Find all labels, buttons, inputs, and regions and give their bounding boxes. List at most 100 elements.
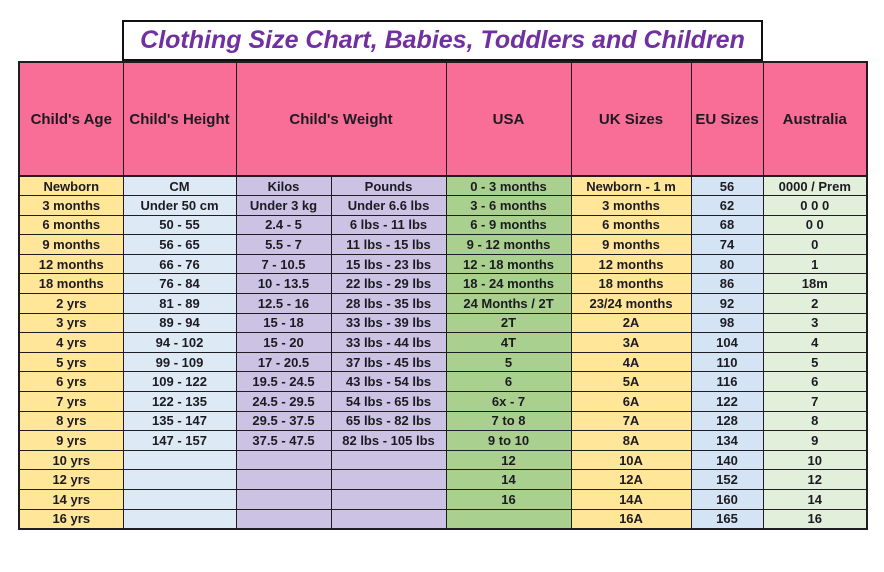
table-cell: 9 to 10 xyxy=(445,430,572,451)
table-cell: 8 yrs xyxy=(18,410,124,432)
table-cell xyxy=(330,469,447,490)
table-cell xyxy=(330,508,447,530)
table-cell: 4 xyxy=(762,332,868,353)
table-cell: Under 6.6 lbs xyxy=(330,195,447,216)
table-cell: 1 xyxy=(762,253,868,275)
table-cell: 12 months xyxy=(570,253,692,275)
table-cell xyxy=(445,508,572,530)
table-cell: 56 xyxy=(690,175,764,197)
table-cell: 6 yrs xyxy=(18,371,124,393)
table-cell: 0 0 xyxy=(762,214,868,236)
table-cell: Newborn - 1 m xyxy=(570,175,692,197)
table-cell: 5 xyxy=(762,351,868,373)
table-cell: 16A xyxy=(570,508,692,530)
table-cell: 122 xyxy=(690,391,764,412)
table-cell: 18 months xyxy=(570,273,692,295)
table-cell: 50 - 55 xyxy=(122,214,237,236)
table-header: Child's Age Child's Height Child's Weight U… xyxy=(18,61,868,177)
table-cell: 29.5 - 37.5 xyxy=(235,410,332,432)
table-cell: Under 50 cm xyxy=(122,195,237,216)
table-cell: 104 xyxy=(690,332,764,353)
table-cell: 33 lbs - 39 lbs xyxy=(330,312,447,334)
table-cell: 9 months xyxy=(18,234,124,255)
table-row: 12 yrs 14 12A 152 12 xyxy=(18,469,868,490)
table-cell xyxy=(122,508,237,530)
table-cell: 128 xyxy=(690,410,764,432)
table-cell: 0 xyxy=(762,234,868,255)
table-row: 16 yrs 16A 165 16 xyxy=(18,508,868,530)
table-cell: 7A xyxy=(570,410,692,432)
table-cell: 6 xyxy=(445,371,572,393)
table-cell: 74 xyxy=(690,234,764,255)
table-body: Newborn CM Kilos Pounds 0 - 3 months Newborn … xyxy=(18,175,868,530)
column-header-usa: USA xyxy=(445,61,572,177)
table-cell: 17 - 20.5 xyxy=(235,351,332,373)
table-cell: 6 xyxy=(762,371,868,393)
table-cell: 152 xyxy=(690,469,764,490)
table-cell: CM xyxy=(122,175,237,197)
table-row: 12 months 66 - 76 7 - 10.5 15 lbs - 23 lbs 1… xyxy=(18,253,868,275)
table-row: Newborn CM Kilos Pounds 0 - 3 months Newborn … xyxy=(18,175,868,197)
table-cell: Under 3 kg xyxy=(235,195,332,216)
table-cell: Newborn xyxy=(18,175,124,197)
table-cell: Pounds xyxy=(330,175,447,197)
table-cell xyxy=(235,489,332,510)
table-cell: 9 - 12 months xyxy=(445,234,572,255)
column-header-uk-sizes: UK Sizes xyxy=(570,61,692,177)
table-cell: 98 xyxy=(690,312,764,334)
table-cell: 12 xyxy=(445,449,572,471)
table-cell xyxy=(122,449,237,471)
table-cell: 43 lbs - 54 lbs xyxy=(330,371,447,393)
table-row: 18 months 76 - 84 10 - 13.5 22 lbs - 29 lbs… xyxy=(18,273,868,295)
table-cell: 3 - 6 months xyxy=(445,195,572,216)
table-cell: 82 lbs - 105 lbs xyxy=(330,430,447,451)
table-cell: 12A xyxy=(570,469,692,490)
table-cell: 10 - 13.5 xyxy=(235,273,332,295)
table-cell: 19.5 - 24.5 xyxy=(235,371,332,393)
table-cell: 18m xyxy=(762,273,868,295)
table-cell: 7 xyxy=(762,391,868,412)
table-row: 4 yrs 94 - 102 15 - 20 33 lbs - 44 lbs 4T 3A 1… xyxy=(18,332,868,353)
table-cell: 24.5 - 29.5 xyxy=(235,391,332,412)
column-header-child-s-age: Child's Age xyxy=(18,61,124,177)
table-cell: 76 - 84 xyxy=(122,273,237,295)
table-cell: 109 - 122 xyxy=(122,371,237,393)
table-cell xyxy=(235,469,332,490)
table-cell: 6 months xyxy=(570,214,692,236)
table-cell: 6A xyxy=(570,391,692,412)
table-cell: 2.4 - 5 xyxy=(235,214,332,236)
table-row: 2 yrs 81 - 89 12.5 - 16 28 lbs - 35 lbs 24 M… xyxy=(18,293,868,314)
table-cell: 0 - 3 months xyxy=(445,175,572,197)
table-row: 9 months 56 - 65 5.5 - 7 11 lbs - 15 lbs 9 -… xyxy=(18,234,868,255)
table-cell: 147 - 157 xyxy=(122,430,237,451)
table-cell: 12.5 - 16 xyxy=(235,293,332,314)
table-cell: 5A xyxy=(570,371,692,393)
chart-title-box: Clothing Size Chart, Babies, Toddlers an… xyxy=(122,20,763,61)
table-cell: 81 - 89 xyxy=(122,293,237,314)
table-cell: 15 lbs - 23 lbs xyxy=(330,253,447,275)
table-cell xyxy=(122,489,237,510)
table-cell: 92 xyxy=(690,293,764,314)
table-cell: 10A xyxy=(570,449,692,471)
table-cell: 7 - 10.5 xyxy=(235,253,332,275)
table-cell: 4 yrs xyxy=(18,332,124,353)
table-cell: 9 yrs xyxy=(18,430,124,451)
table-cell: 10 yrs xyxy=(18,449,124,471)
table-cell: 8 xyxy=(762,410,868,432)
table-cell: 2T xyxy=(445,312,572,334)
table-cell: 3 xyxy=(762,312,868,334)
table-cell: 11 lbs - 15 lbs xyxy=(330,234,447,255)
table-cell: 7 to 8 xyxy=(445,410,572,432)
table-cell: 116 xyxy=(690,371,764,393)
column-header-eu-sizes: EU Sizes xyxy=(690,61,764,177)
size-chart-table: Child's Age Child's Height Child's Weight U… xyxy=(18,61,869,530)
table-cell: 18 - 24 months xyxy=(445,273,572,295)
table-cell: 6x - 7 xyxy=(445,391,572,412)
table-cell: 7 yrs xyxy=(18,391,124,412)
table-cell: 37 lbs - 45 lbs xyxy=(330,351,447,373)
table-cell: 66 - 76 xyxy=(122,253,237,275)
column-header-australia: Australia xyxy=(762,61,868,177)
table-cell: 15 - 20 xyxy=(235,332,332,353)
table-row: 8 yrs 135 - 147 29.5 - 37.5 65 lbs - 82 lbs… xyxy=(18,410,868,432)
